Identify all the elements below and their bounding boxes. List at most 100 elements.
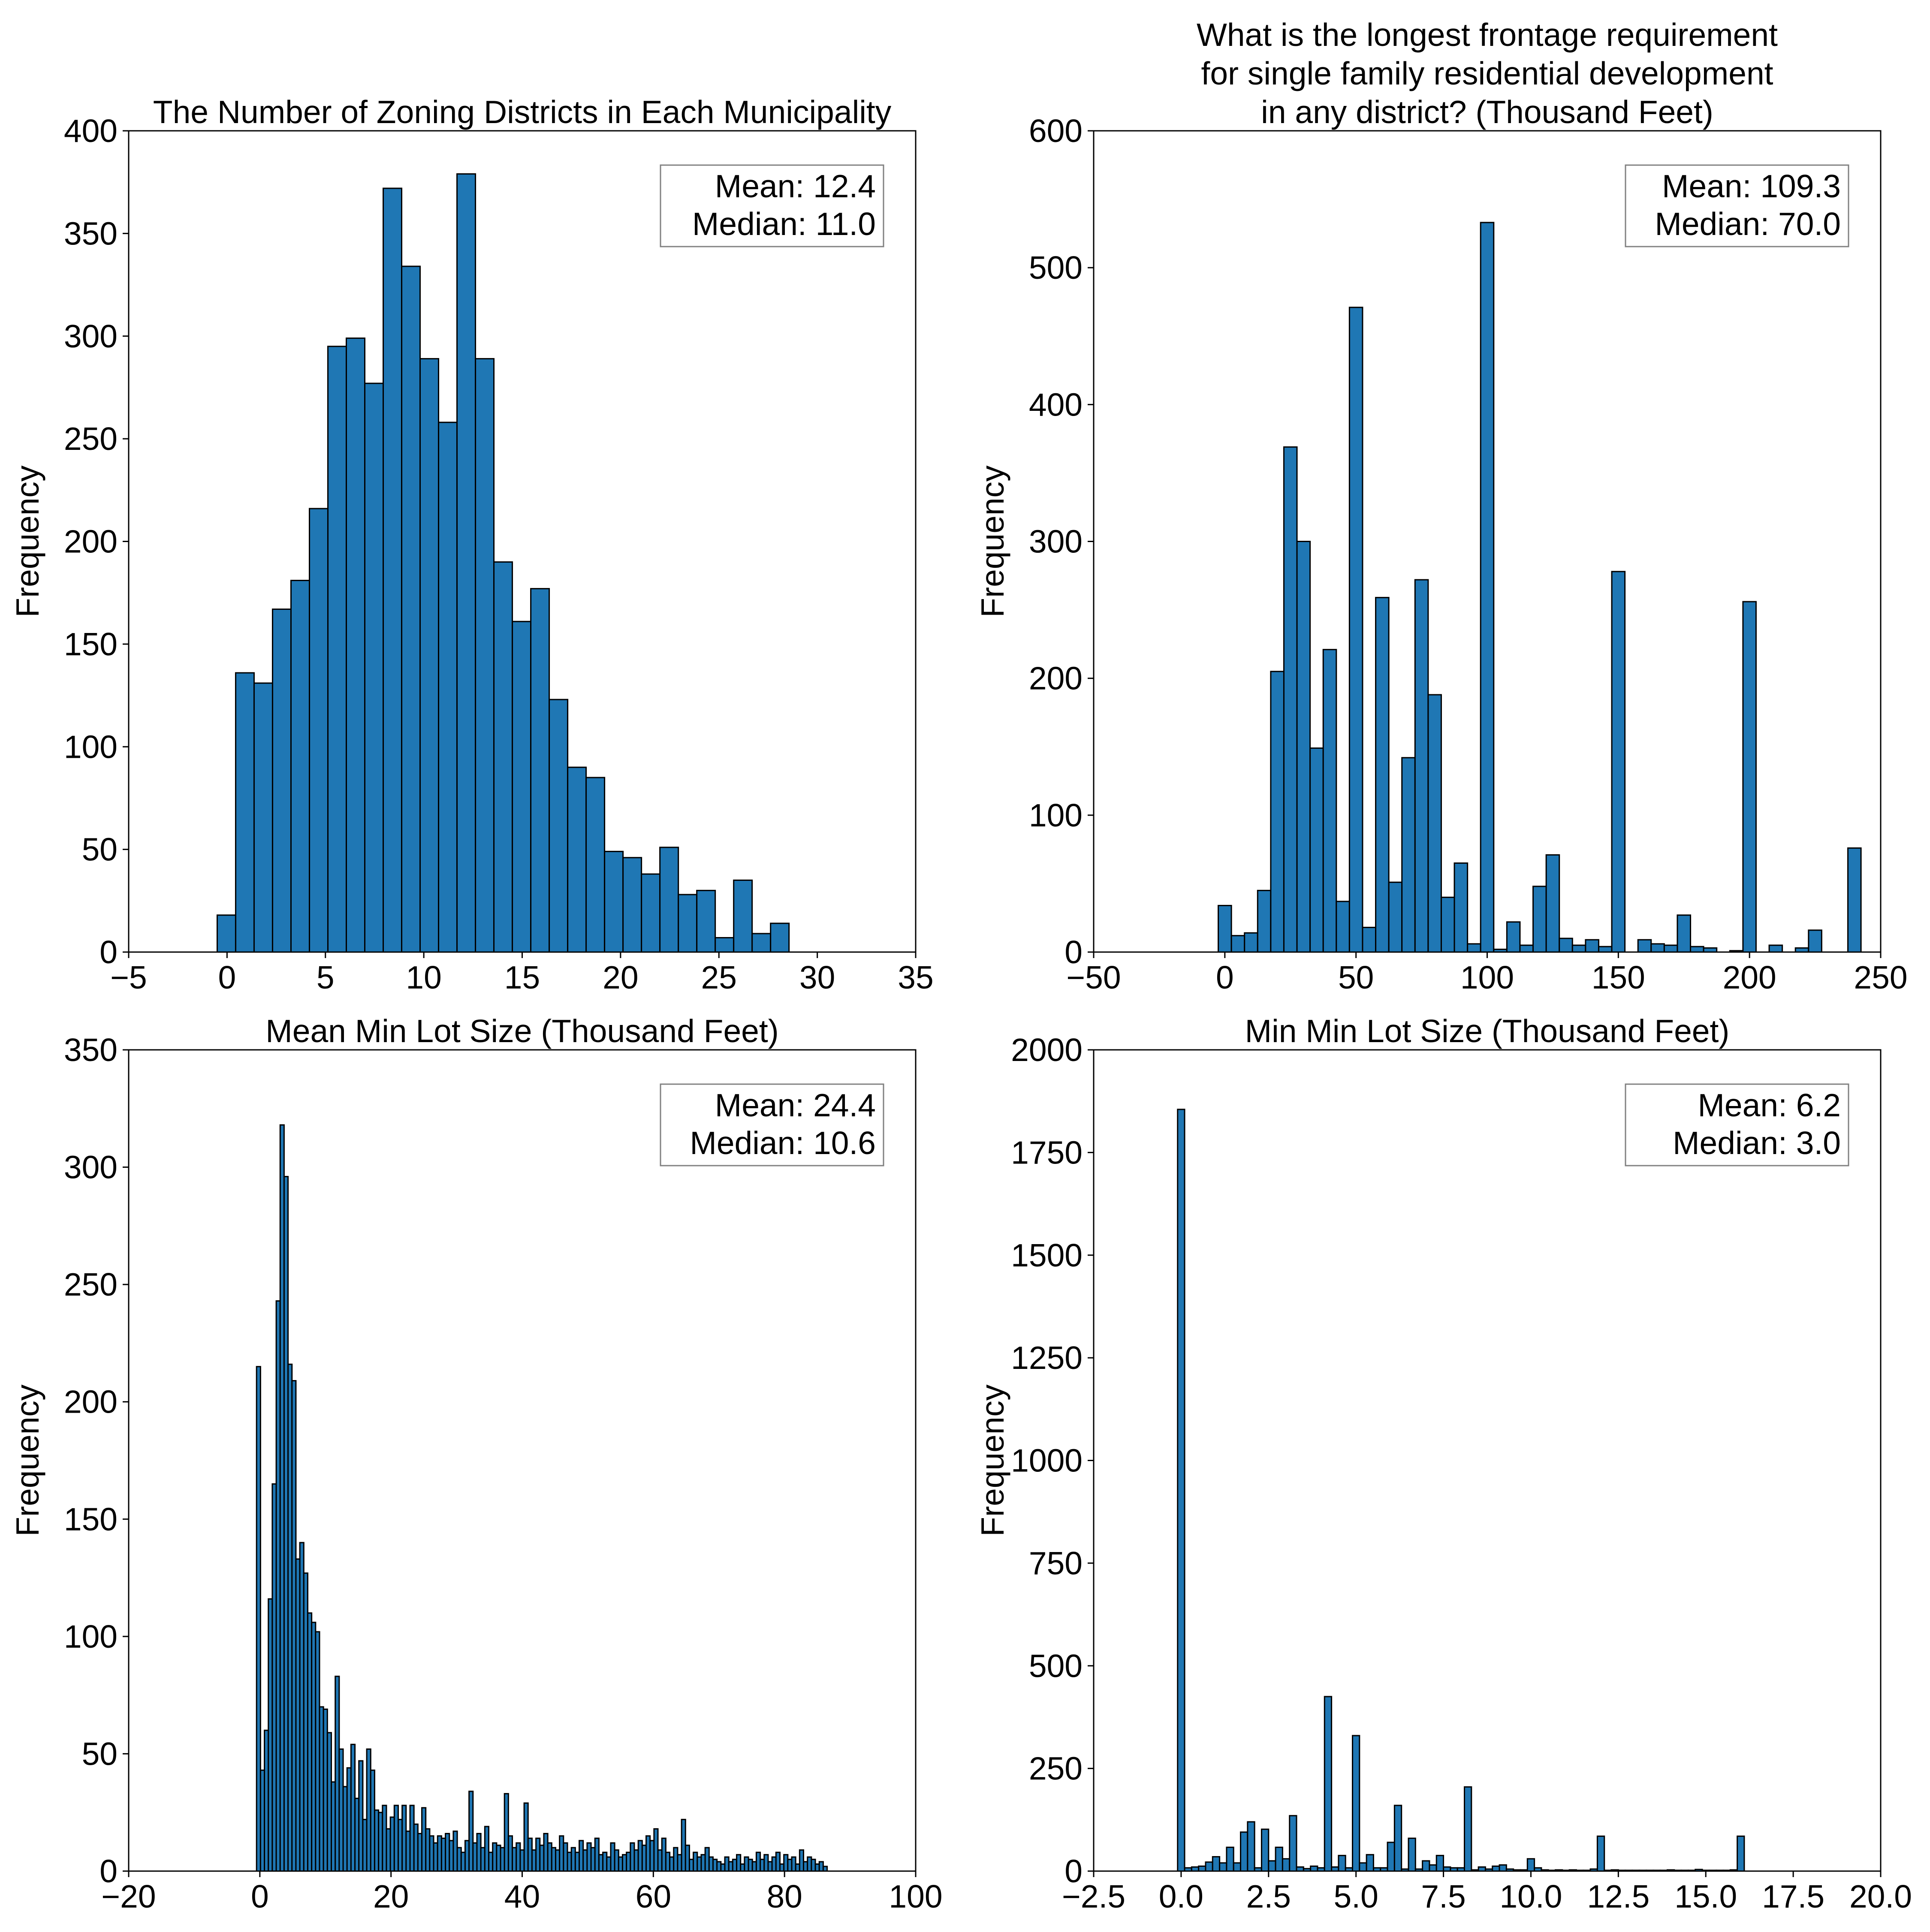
- histogram-bar: [419, 358, 440, 953]
- histogram-bar: [1585, 939, 1599, 953]
- histogram-bar: [1375, 597, 1390, 953]
- x-tick-label: 2.5: [1246, 1878, 1291, 1914]
- histogram-bar: [1663, 944, 1678, 953]
- y-axis-label: Frequency: [974, 465, 1010, 618]
- histogram-bar: [1359, 1862, 1367, 1872]
- y-tick-label: 1250: [1011, 1340, 1083, 1376]
- x-tick-label: 60: [636, 1878, 671, 1914]
- histogram-bar: [1322, 649, 1337, 953]
- histogram-bars: [1218, 222, 1862, 953]
- stats-box: [1625, 1083, 1849, 1166]
- histogram-bar: [1393, 1805, 1402, 1872]
- stats-median: Median: 3.0: [1673, 1125, 1841, 1161]
- histogram-bar: [1467, 943, 1481, 953]
- histogram-bar: [1177, 1109, 1185, 1872]
- histogram-bar: [1414, 579, 1429, 953]
- histogram-bar: [1480, 222, 1495, 953]
- histogram-bar: [1422, 1860, 1430, 1872]
- histogram-bar: [1366, 1854, 1374, 1872]
- histogram-bar: [1559, 937, 1573, 953]
- x-tick-label: 15.0: [1674, 1878, 1737, 1914]
- y-tick-label: 300: [64, 318, 118, 354]
- histogram-bar: [401, 265, 421, 953]
- histogram-bar: [1454, 862, 1469, 953]
- y-tick-label: 250: [64, 1266, 118, 1302]
- y-tick-label: 1750: [1011, 1134, 1083, 1170]
- histogram-bar: [585, 777, 606, 953]
- histogram-bar: [1492, 1866, 1500, 1872]
- x-tick-label: 12.5: [1587, 1878, 1650, 1914]
- histogram-bar: [383, 187, 403, 953]
- x-tick-label: 80: [766, 1878, 802, 1914]
- histogram-bar: [678, 894, 698, 953]
- x-tick-label: −2.5: [1062, 1878, 1125, 1914]
- x-tick-label: 30: [799, 959, 835, 995]
- histogram-bar: [567, 766, 587, 953]
- x-tick-label: 10.0: [1499, 1878, 1562, 1914]
- chart-panel-1: −5 0 5 10 15 20 25 30 35050100150200250300350400…: [9, 94, 934, 995]
- histogram-bar: [364, 383, 384, 953]
- histogram-bar: [1310, 1866, 1318, 1872]
- y-tick-label: 100: [64, 729, 118, 765]
- histogram-bar: [438, 422, 458, 953]
- histogram-bar: [1598, 946, 1613, 953]
- y-axis-label: Frequency: [974, 1384, 1010, 1537]
- histogram-bar: [1768, 944, 1783, 953]
- histogram-bar: [1677, 914, 1692, 953]
- stats-median: Median: 11.0: [692, 206, 876, 242]
- histogram-bar: [1499, 1864, 1507, 1872]
- histogram-bar: [1519, 944, 1534, 953]
- histogram-bar: [308, 508, 329, 953]
- histogram-bar: [1596, 1836, 1605, 1872]
- histogram-bar: [1427, 694, 1442, 953]
- histogram-bar: [1289, 1815, 1297, 1872]
- histogram-bar: [1212, 1856, 1221, 1872]
- histogram-bar: [1650, 943, 1665, 953]
- y-axis-label: Frequency: [9, 465, 45, 618]
- histogram-bar: [1309, 747, 1324, 953]
- histogram-bar: [622, 857, 642, 953]
- histogram-bar: [1198, 1866, 1206, 1872]
- histogram-bar: [1526, 1858, 1535, 1872]
- histogram-bar: [1401, 757, 1416, 953]
- y-tick-label: 350: [64, 1032, 118, 1068]
- y-tick-label: 200: [64, 524, 118, 560]
- x-tick-label: 20: [373, 1878, 409, 1914]
- chart-title: for single family residential developmen…: [1201, 55, 1773, 91]
- histogram-bar: [1257, 889, 1272, 953]
- x-tick-label: 17.5: [1762, 1878, 1824, 1914]
- stats-median: Median: 70.0: [1655, 206, 1841, 242]
- y-tick-label: 250: [1029, 1751, 1083, 1787]
- histogram-bar: [253, 682, 273, 953]
- x-tick-label: 0: [251, 1878, 269, 1914]
- histogram-bar: [1611, 571, 1626, 953]
- histogram-bar: [1261, 1828, 1270, 1872]
- histogram-bar: [1352, 1735, 1360, 1872]
- stats-box: [1625, 164, 1849, 247]
- y-tick-label: 0: [100, 934, 118, 970]
- x-tick-label: −5: [110, 959, 147, 995]
- y-tick-label: 500: [1029, 250, 1083, 286]
- chart-title: The Number of Zoning Districts in Each M…: [153, 94, 892, 130]
- y-tick-label: 100: [1029, 797, 1083, 833]
- x-tick-label: 7.5: [1421, 1878, 1466, 1914]
- x-tick-label: 35: [898, 959, 933, 995]
- histogram-bar: [659, 847, 679, 953]
- histogram-bar: [512, 621, 532, 953]
- histogram-bar: [1324, 1696, 1333, 1872]
- y-tick-label: 200: [64, 1384, 118, 1420]
- histogram-bar: [1226, 1846, 1234, 1872]
- y-tick-label: 0: [1065, 934, 1083, 970]
- x-tick-label: −50: [1066, 959, 1121, 995]
- histogram-bar: [1435, 1855, 1444, 1872]
- x-tick-label: 0: [1216, 959, 1234, 995]
- x-tick-label: 0.0: [1159, 1878, 1203, 1914]
- histogram-bar: [696, 889, 716, 953]
- histogram-bar: [1545, 854, 1560, 953]
- histogram-bar: [604, 850, 624, 953]
- y-tick-label: 1500: [1011, 1237, 1083, 1273]
- histogram-bar: [216, 914, 236, 953]
- y-tick-label: 350: [64, 215, 118, 251]
- histogram-bar: [1247, 1821, 1255, 1872]
